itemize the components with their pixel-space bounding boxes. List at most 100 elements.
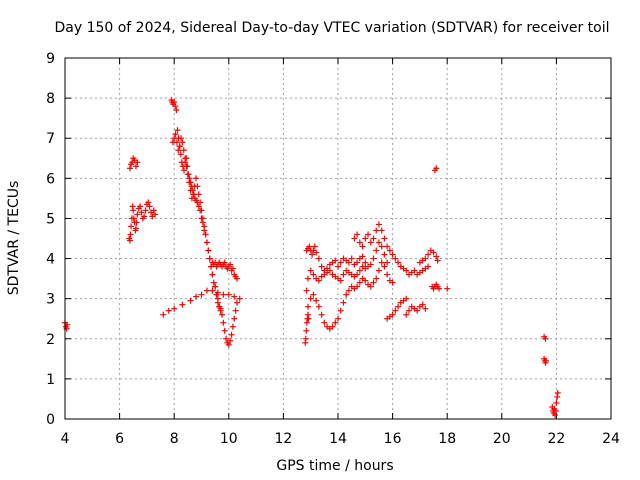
data-point xyxy=(370,235,377,242)
data-point xyxy=(220,291,227,298)
x-tick-label: 8 xyxy=(170,431,179,447)
data-point xyxy=(304,275,311,282)
data-point xyxy=(326,267,333,274)
data-point xyxy=(392,307,399,314)
data-point xyxy=(345,259,352,266)
y-tick-label: 8 xyxy=(46,91,55,107)
x-tick-label: 22 xyxy=(547,431,565,447)
data-point xyxy=(381,251,388,258)
data-point xyxy=(395,259,402,266)
data-point xyxy=(132,225,139,232)
data-point xyxy=(175,147,182,154)
data-point xyxy=(384,243,391,250)
data-point xyxy=(228,331,235,338)
data-point xyxy=(231,315,238,322)
data-point xyxy=(373,247,380,254)
data-point xyxy=(190,191,197,198)
data-point xyxy=(146,203,153,210)
x-tick-label: 16 xyxy=(384,431,402,447)
data-point xyxy=(132,163,139,170)
data-point xyxy=(543,357,550,364)
data-point xyxy=(313,297,320,304)
data-point xyxy=(343,291,350,298)
data-point xyxy=(199,215,206,222)
data-point xyxy=(198,291,205,298)
data-point xyxy=(378,259,385,266)
data-point xyxy=(180,147,187,154)
data-point xyxy=(365,231,372,238)
data-point xyxy=(134,211,141,218)
data-point xyxy=(375,267,382,274)
data-point xyxy=(403,311,410,318)
data-point xyxy=(133,219,140,226)
data-point xyxy=(389,279,396,286)
data-point xyxy=(209,271,216,278)
data-point xyxy=(359,253,366,260)
data-point xyxy=(150,207,157,214)
y-tick-label: 5 xyxy=(46,211,55,227)
data-point xyxy=(302,335,309,342)
data-point xyxy=(329,323,336,330)
data-point xyxy=(160,311,167,318)
data-point xyxy=(225,341,232,348)
data-point xyxy=(370,279,377,286)
data-point xyxy=(362,235,369,242)
data-point xyxy=(220,319,227,326)
data-point xyxy=(425,263,432,270)
data-point xyxy=(177,151,184,158)
chart-title: Day 150 of 2024, Sidereal Day-to-day VTE… xyxy=(54,20,609,36)
data-point xyxy=(305,315,312,322)
data-point xyxy=(176,143,183,150)
data-point xyxy=(126,165,133,172)
y-tick-label: 9 xyxy=(46,51,55,67)
data-point xyxy=(216,303,223,310)
data-point xyxy=(227,261,234,268)
data-point xyxy=(430,249,437,256)
data-point xyxy=(444,285,451,292)
y-tick-label: 1 xyxy=(46,372,55,388)
data-point xyxy=(411,267,418,274)
data-point xyxy=(335,263,341,270)
data-points xyxy=(62,97,561,418)
data-point xyxy=(367,261,374,268)
y-axis-label: SDTVAR / TECUs xyxy=(6,181,22,296)
data-point xyxy=(171,135,178,142)
data-point xyxy=(337,307,344,314)
data-point xyxy=(392,255,399,262)
data-point xyxy=(433,253,440,260)
data-point xyxy=(304,303,311,310)
data-point xyxy=(359,243,366,250)
data-point xyxy=(315,255,322,262)
x-tick-label: 12 xyxy=(274,431,292,447)
data-point xyxy=(233,299,240,306)
data-point xyxy=(145,199,152,206)
data-point xyxy=(173,139,180,146)
data-point xyxy=(386,247,393,254)
data-point xyxy=(172,131,179,138)
data-point xyxy=(171,99,178,106)
data-point xyxy=(345,287,352,294)
data-point xyxy=(203,287,210,294)
data-point xyxy=(184,171,191,178)
data-point xyxy=(434,257,441,264)
x-axis-label: GPS time / hours xyxy=(276,458,393,474)
data-point xyxy=(403,267,410,274)
data-point xyxy=(179,301,186,308)
grid-lines xyxy=(65,58,611,419)
data-point xyxy=(356,267,363,274)
data-point xyxy=(309,251,316,258)
data-point xyxy=(198,207,205,214)
data-point xyxy=(381,235,388,242)
data-point xyxy=(389,311,396,318)
data-point xyxy=(213,291,220,298)
data-point xyxy=(315,277,322,284)
data-point xyxy=(354,271,361,278)
data-point xyxy=(337,259,344,266)
data-point xyxy=(367,239,374,246)
data-point xyxy=(370,255,377,262)
data-point xyxy=(171,305,178,312)
data-point xyxy=(310,271,317,278)
y-tick-label: 6 xyxy=(46,171,55,187)
y-tick-label: 7 xyxy=(46,131,55,147)
data-point xyxy=(422,305,429,312)
